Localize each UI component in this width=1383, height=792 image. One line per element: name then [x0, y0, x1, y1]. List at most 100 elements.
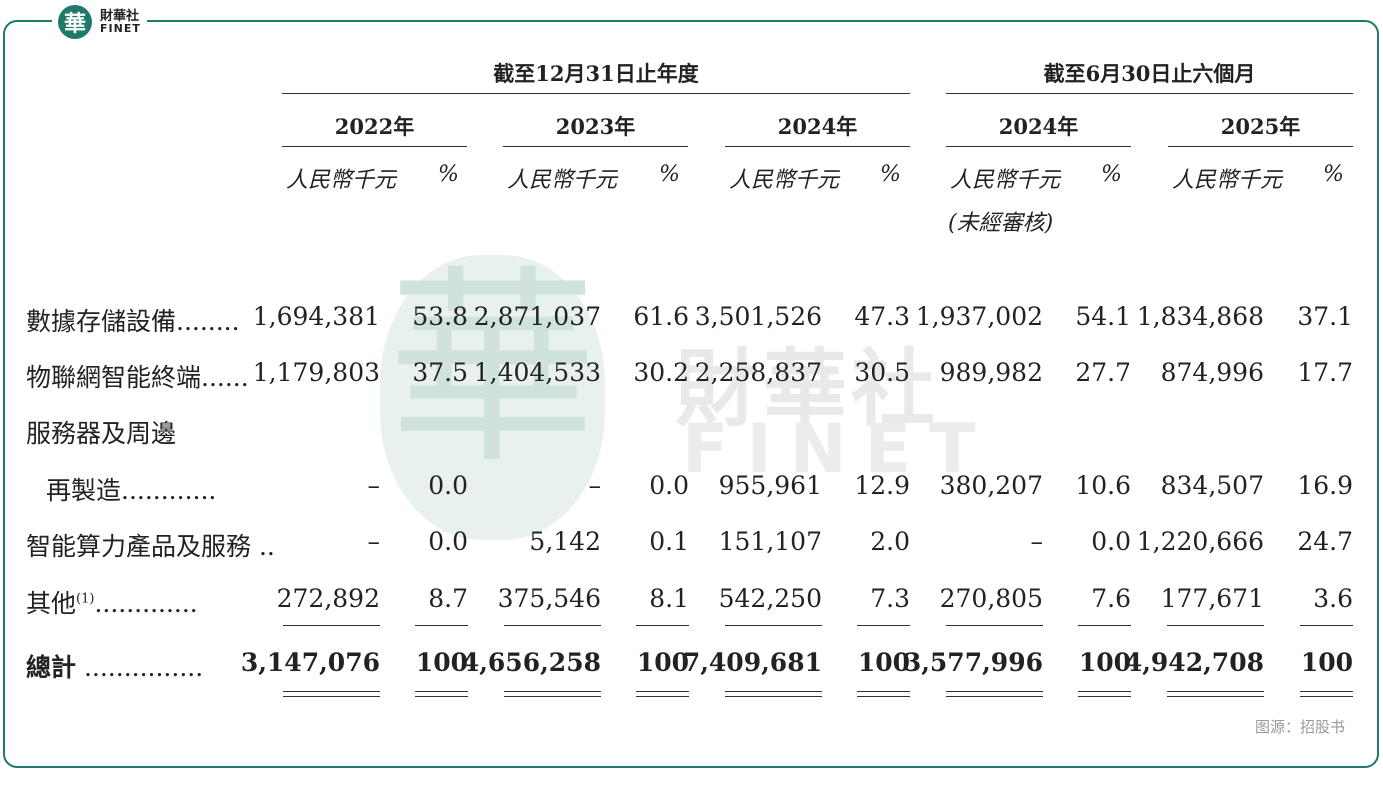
subtotal-rule [415, 625, 468, 626]
subtotal-rule [1078, 625, 1131, 626]
cell-amount: 2,871,037 [473, 302, 601, 331]
cell-percent: 37.1 [1297, 302, 1353, 331]
header-group-annual: 截至12月31日止年度 [493, 61, 699, 86]
total-double-rule [415, 691, 468, 697]
subtotal-rule [283, 625, 380, 626]
cell-percent: 2.0 [870, 527, 910, 556]
cell-percent: 54.1 [1075, 302, 1131, 331]
cell-amount: 5,142 [529, 527, 601, 556]
subtotal-rule [504, 625, 601, 626]
total-double-rule [725, 691, 822, 697]
row-label: 再製造............ [46, 476, 217, 505]
cell-percent: 0.0 [649, 471, 689, 500]
cell-amount: 1,834,868 [1136, 302, 1264, 331]
total-percent: 100 [415, 648, 468, 677]
row-label: 物聯網智能終端...... [26, 363, 249, 392]
source-caption: 图源：招股书 [1254, 718, 1345, 736]
cell-percent: 8.1 [649, 584, 689, 613]
cell-amount: 272,892 [276, 584, 380, 613]
cell-amount: 2,258,837 [694, 358, 822, 387]
row-label: 服務器及周邊 [26, 419, 177, 448]
watermark-en: FINET [682, 410, 994, 489]
cell-amount: 1,179,803 [252, 358, 380, 387]
total-double-rule [1078, 691, 1131, 697]
pct-label: % [1323, 162, 1344, 187]
cell-amount: 989,982 [939, 358, 1043, 387]
unit-label: 人民幣千元 [1172, 168, 1283, 193]
pct-label: % [880, 162, 901, 187]
cell-amount: 542,250 [718, 584, 822, 613]
total-amount: 3,147,076 [240, 648, 380, 677]
cell-amount: 1,220,666 [1136, 527, 1264, 556]
cell-percent: 7.6 [1091, 584, 1131, 613]
cell-percent: 0.1 [649, 527, 689, 556]
total-double-rule [946, 691, 1043, 697]
cell-amount: 1,404,533 [473, 358, 601, 387]
pct-label: % [438, 162, 459, 187]
year-header-rule [1168, 146, 1353, 147]
header-group-annual-rule [282, 93, 910, 94]
cell-amount: 177,671 [1160, 584, 1264, 613]
cell-amount: 874,996 [1160, 358, 1264, 387]
total-double-rule [857, 691, 910, 697]
total-label: 總計 ............... [26, 648, 203, 684]
cell-percent: 17.7 [1297, 358, 1353, 387]
cell-amount: 1,694,381 [252, 302, 380, 331]
cell-percent: 12.9 [854, 471, 910, 500]
cell-amount: – [367, 471, 381, 500]
row-label-text: 其他 [26, 589, 77, 618]
cell-percent: 37.5 [412, 358, 468, 387]
cell-amount: – [588, 471, 602, 500]
row-label: 數據存儲設備........ [26, 307, 240, 336]
leader-dots: ............... [76, 653, 204, 682]
cell-percent: 8.7 [428, 584, 468, 613]
unit-label: 人民幣千元 [950, 168, 1061, 193]
watermark-circle [380, 255, 605, 540]
cell-percent: 0.0 [428, 471, 468, 500]
row-label: 其他(1)............. [26, 584, 198, 620]
table-frame [3, 20, 1379, 768]
total-percent: 100 [857, 648, 910, 677]
year-header: 2022年 [334, 114, 415, 139]
cell-percent: 0.0 [1091, 527, 1131, 556]
pct-label: % [659, 162, 680, 187]
total-double-rule [504, 691, 601, 697]
total-amount: 3,577,996 [903, 648, 1043, 677]
year-header-rule [725, 146, 910, 147]
unit-label: 人民幣千元 [507, 168, 618, 193]
logo-icon: 華 [58, 5, 92, 39]
brand-name-cn: 財華社 [100, 9, 140, 24]
unit-label: 人民幣千元 [729, 168, 840, 193]
cell-amount: – [1030, 527, 1044, 556]
footnote-mark: (1) [76, 591, 95, 607]
subtotal-rule [857, 625, 910, 626]
subtotal-rule [946, 625, 1043, 626]
cell-amount: 151,107 [718, 527, 822, 556]
cell-amount: 1,937,002 [915, 302, 1043, 331]
row-label: 智能算力產品及服務 .. [26, 532, 275, 561]
total-percent: 100 [1300, 648, 1353, 677]
year-header: 2025年 [1220, 114, 1301, 139]
cell-percent: 30.5 [854, 358, 910, 387]
unit-label: 人民幣千元 [286, 168, 397, 193]
total-label-text: 總計 [26, 653, 77, 682]
cell-percent: 16.9 [1297, 471, 1353, 500]
total-double-rule [636, 691, 689, 697]
cell-percent: 47.3 [854, 302, 910, 331]
year-header-rule [282, 146, 467, 147]
total-double-rule [283, 691, 380, 697]
watermark-glyph: 華 [387, 247, 598, 492]
cell-percent: 3.6 [1313, 584, 1353, 613]
cell-amount: – [367, 527, 381, 556]
cell-amount: 834,507 [1160, 471, 1264, 500]
watermark-cn: 財華社 [675, 340, 940, 438]
brand-name-en: FINET [100, 22, 141, 35]
cell-percent: 30.2 [633, 358, 689, 387]
total-double-rule [1167, 691, 1264, 697]
cell-percent: 10.6 [1075, 471, 1131, 500]
cell-percent: 24.7 [1297, 527, 1353, 556]
subtotal-rule [636, 625, 689, 626]
total-double-rule [1300, 691, 1353, 697]
pct-label: % [1101, 162, 1122, 187]
unaudited-note: (未經審核) [948, 211, 1054, 236]
